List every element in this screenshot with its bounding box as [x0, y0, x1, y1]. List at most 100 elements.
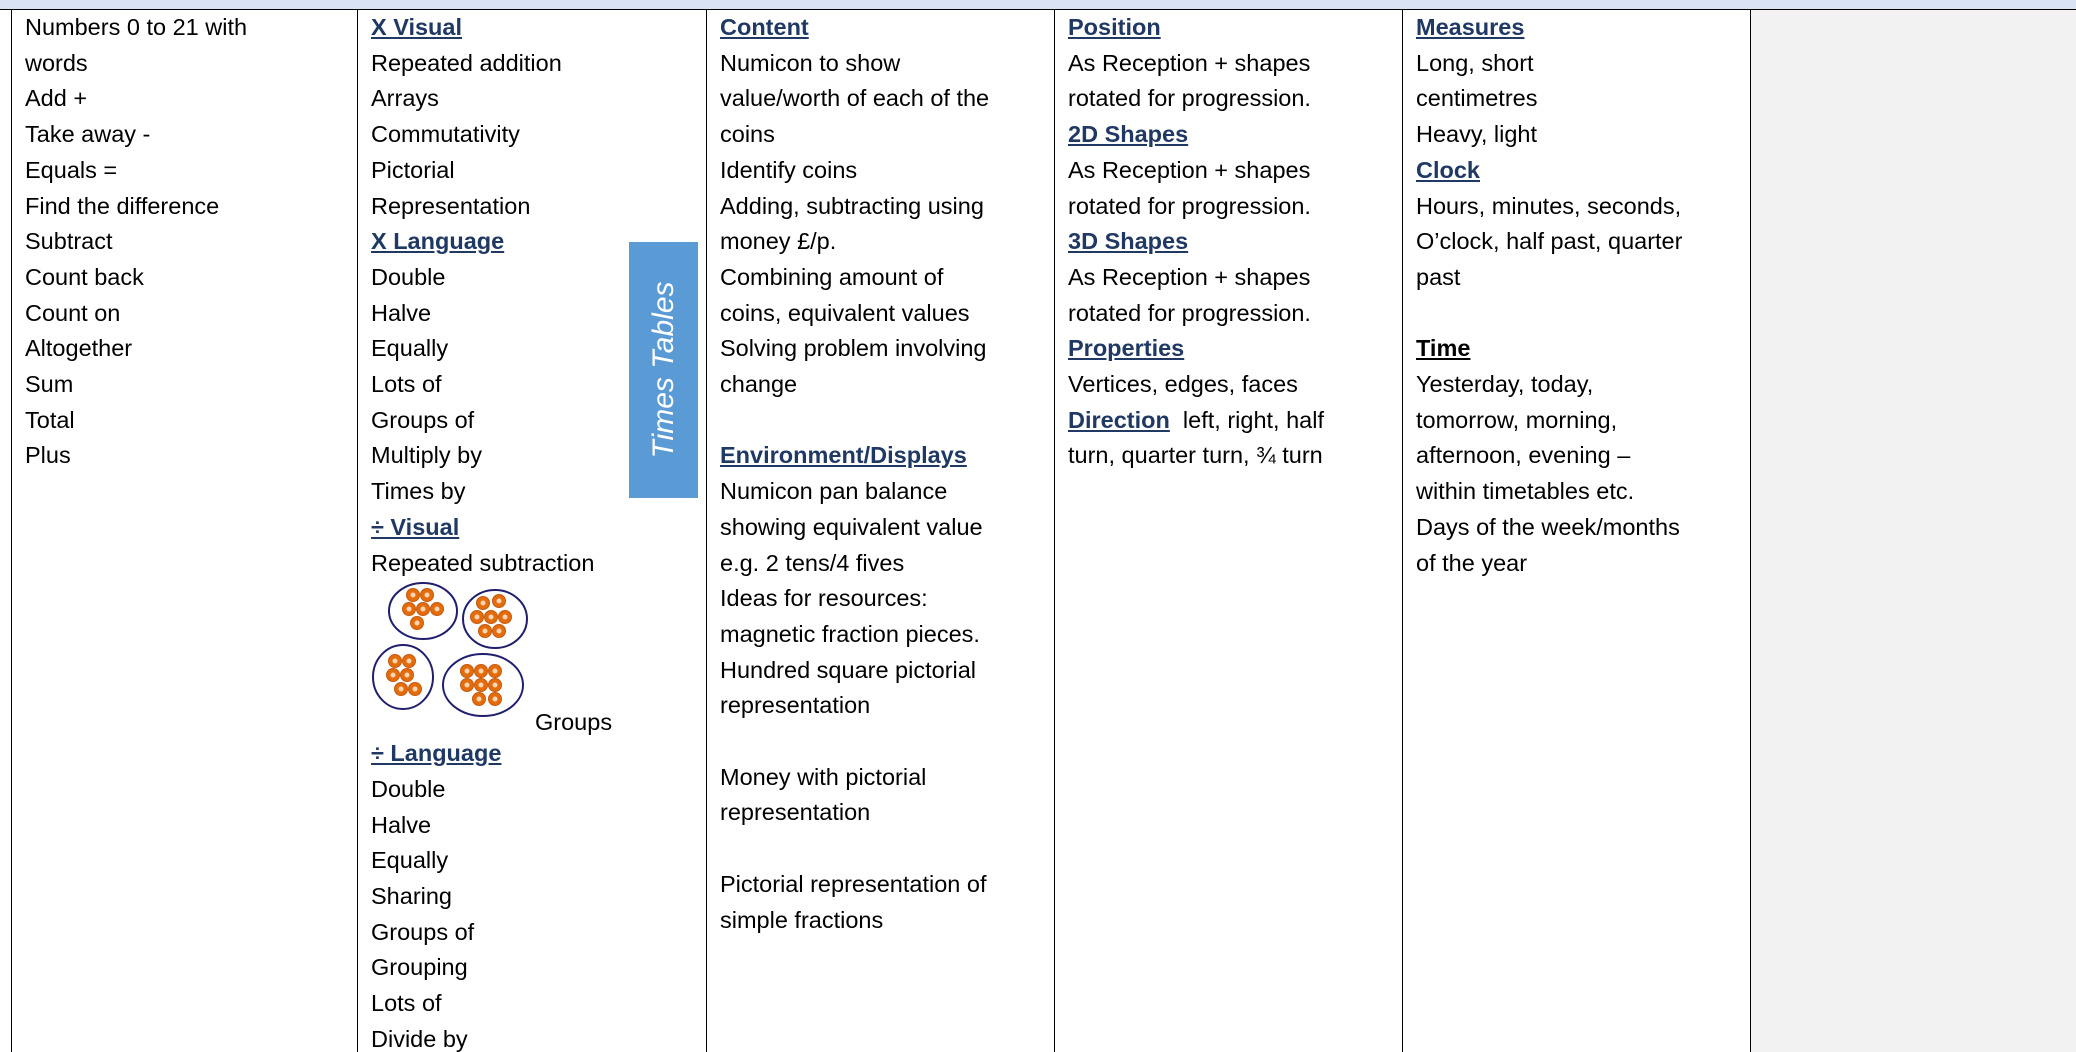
illustration-shape: [404, 672, 410, 678]
spacer: [720, 831, 1054, 867]
illustration-shape: [480, 600, 486, 606]
text-line: showing equivalent value: [720, 513, 983, 540]
text-line: Times by: [371, 478, 466, 505]
text-line: Divide by: [371, 1025, 468, 1052]
text-line: Halve: [371, 299, 432, 326]
text-line: Repeated subtraction: [371, 549, 595, 576]
illustration-shape: [406, 658, 412, 664]
text-line: Equally: [371, 847, 449, 874]
text-line: representation: [720, 692, 871, 719]
text-line: e.g. 2 tens/4 fives: [720, 549, 905, 576]
text-line: value/worth of each of the: [720, 85, 990, 112]
text-line: Heavy, light: [1416, 121, 1538, 148]
text-line: Numbers 0 to 21 with: [25, 14, 248, 40]
illustration-shape: [488, 614, 494, 620]
text-line: Halve: [371, 811, 432, 838]
illustration-shape: [464, 682, 470, 688]
text-line: Groups of: [371, 406, 475, 433]
text-line: Sharing: [371, 883, 452, 910]
illustration-shape: [420, 606, 426, 612]
text-line: Plus: [25, 442, 71, 469]
text-line: rotated for progression.: [1068, 192, 1311, 219]
text-line: Long, short: [1416, 49, 1534, 76]
text-line: Add +: [25, 85, 88, 112]
section-heading: Clock: [1416, 156, 1480, 183]
section-heading: ÷ Language: [371, 740, 502, 767]
text-line: within timetables etc.: [1416, 478, 1635, 505]
text-line: Numicon pan balance: [720, 478, 948, 505]
text-line: Count on: [25, 299, 121, 326]
spacer: [720, 724, 1054, 760]
illustration-shape: [502, 614, 508, 620]
text-line: Take away -: [25, 121, 151, 148]
section-heading: Content: [720, 14, 809, 40]
text-line: Days of the week/months: [1416, 513, 1680, 540]
text-line: coins, equivalent values: [720, 299, 970, 326]
groups-illustration: Groups: [371, 581, 706, 736]
text-line: Identify coins: [720, 156, 858, 183]
section-heading: Properties: [1068, 335, 1185, 362]
illustration-shape: [390, 672, 396, 678]
text-line: Pictorial: [371, 156, 455, 183]
text-line: rotated for progression.: [1068, 299, 1311, 326]
text-line: magnetic fraction pieces.: [720, 620, 980, 647]
illustration-shape: [406, 606, 412, 612]
header-strip: [0, 0, 2076, 10]
text-line: centimetres: [1416, 85, 1538, 112]
text-line: representation: [720, 799, 871, 826]
text-line: O’clock, half past, quarter: [1416, 228, 1683, 255]
text-line: Subtract: [25, 228, 113, 255]
column: Content Numicon to show value/worth of ea…: [706, 10, 1054, 1052]
text-line: Total: [25, 406, 75, 433]
text-line: Lots of: [371, 990, 442, 1017]
illustration-shape: [476, 696, 482, 702]
illustration-shape: [388, 582, 458, 641]
column: X Visual Repeated addition Arrays Commutat…: [357, 10, 706, 1052]
illustration-shape: [482, 628, 488, 634]
text-line: Arrays: [371, 85, 439, 112]
illustration-shape: [462, 589, 528, 650]
section-heading: X Visual: [371, 14, 463, 40]
section-heading: Position: [1068, 14, 1161, 40]
text-line: Times Tables: [646, 281, 680, 459]
empty-column: [1750, 10, 2076, 1052]
text-line: rotated for progression.: [1068, 85, 1311, 112]
text-line: coins: [720, 121, 775, 148]
text-line: Double: [371, 775, 446, 802]
section-heading: Environment/Displays: [720, 442, 967, 469]
text-line: Representation: [371, 192, 531, 219]
text-line: Groups: [535, 708, 613, 735]
times-tables-label: Times Tables: [629, 242, 698, 498]
groups-image: [372, 582, 528, 718]
section-heading: Time: [1416, 335, 1471, 362]
column: Numbers 0 to 21 with words Add + Take away …: [11, 10, 357, 1052]
column: Measures Long, short centimetres Heavy, li…: [1402, 10, 1750, 1052]
illustration-shape: [478, 668, 484, 674]
illustration-shape: [412, 686, 418, 692]
text-line: Lots of: [371, 371, 442, 398]
illustration-shape: [424, 592, 430, 598]
text-line: Equally: [371, 335, 449, 362]
text-line: Money with pictorial: [720, 763, 927, 790]
text-line: Grouping: [371, 954, 468, 981]
illustration-shape: [492, 668, 498, 674]
section-heading: X Language: [371, 228, 505, 255]
text-line: Hundred square pictorial: [720, 656, 977, 683]
text-line: Adding, subtracting using: [720, 192, 984, 219]
column: Position As Reception + shapes rotated fo…: [1054, 10, 1402, 1052]
text-line: Commutativity: [371, 121, 520, 148]
text-line: turn, quarter turn, ¾ turn: [1068, 442, 1323, 469]
illustration-shape: [492, 696, 498, 702]
text-line: Sum: [25, 371, 74, 398]
text-line: Repeated addition: [371, 49, 562, 76]
text-line: simple fractions: [720, 906, 884, 933]
text-line: Find the difference: [25, 192, 220, 219]
text-line: words: [25, 49, 88, 76]
text-line: afternoon, evening –: [1416, 442, 1631, 469]
text-line: Combining amount of: [720, 263, 944, 290]
text-line: Groups of: [371, 918, 475, 945]
text-line: Solving problem involving: [720, 335, 987, 362]
text-line: As Reception + shapes: [1068, 156, 1311, 183]
section-heading: Measures: [1416, 14, 1525, 40]
